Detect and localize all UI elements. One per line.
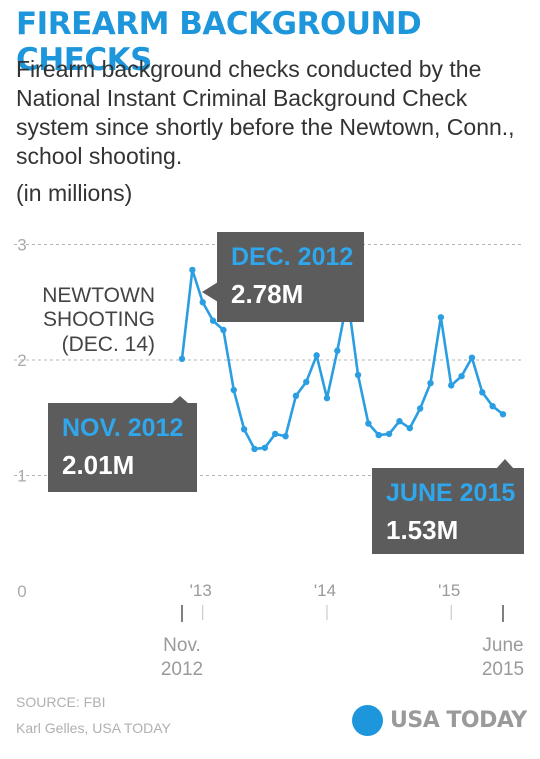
- data-point: [489, 403, 496, 410]
- logo-text: USA TODAY: [390, 708, 527, 733]
- y-tick-label: 3: [17, 236, 26, 255]
- line-chart: 0 1 2 3 '13 '14 '15 Nov. 2012 June 2015 NEWTOWNSHOO…: [14, 232, 524, 680]
- chart-subtitle: Firearm background checks conducted by t…: [16, 56, 515, 169]
- data-point: [416, 405, 424, 412]
- data-point: [334, 347, 341, 354]
- nov-2012-callout-pointer: [171, 396, 189, 404]
- logo-dot-icon: [352, 705, 383, 736]
- annotation-label: SHOOTING: [43, 308, 155, 331]
- june-2015-callout-label: JUNE 2015: [386, 479, 515, 507]
- data-point: [458, 372, 465, 380]
- y-tick-label: 2: [17, 351, 26, 370]
- nov-2012-callout-value: 2.01M: [62, 450, 134, 480]
- dec-2012-callout-box: [217, 232, 364, 322]
- june-2015-callout-value: 1.53M: [386, 515, 458, 545]
- y-tick-label: 0: [17, 582, 26, 601]
- data-point: [230, 386, 237, 394]
- y-tick-label: 1: [17, 467, 26, 486]
- x-range-month: June: [482, 635, 523, 656]
- data-point: [479, 389, 486, 396]
- data-point: [178, 355, 186, 363]
- data-point: [209, 317, 217, 324]
- source-note: SOURCE: FBI: [16, 694, 106, 710]
- units-label: (in millions): [16, 180, 133, 206]
- data-point: [240, 426, 248, 433]
- data-point: [375, 431, 382, 439]
- dec-2012-callout-pointer: [202, 282, 218, 302]
- data-point: [437, 314, 445, 321]
- data-point: [282, 433, 289, 440]
- nov-2012-callout-label: NOV. 2012: [62, 414, 183, 442]
- x-tick-label: '13: [190, 581, 212, 600]
- data-point: [365, 420, 372, 427]
- credit-note: Karl Gelles, USA TODAY: [16, 720, 171, 736]
- x-range-year: 2015: [482, 659, 524, 680]
- data-point: [323, 394, 331, 402]
- data-point: [313, 352, 320, 359]
- data-point: [406, 424, 414, 432]
- data-point: [261, 444, 269, 451]
- x-tick-label: '15: [438, 581, 460, 600]
- data-point: [396, 418, 403, 425]
- data-point: [427, 379, 434, 387]
- data-point: [199, 299, 206, 306]
- data-point: [251, 445, 258, 453]
- annotation-label: NEWTOWN: [42, 284, 155, 307]
- x-tick-label: '14: [314, 581, 336, 600]
- data-point: [271, 430, 279, 438]
- data-point: [303, 378, 310, 386]
- dec-2012-callout-label: DEC. 2012: [231, 243, 353, 271]
- data-point: [220, 326, 227, 334]
- x-range-month: Nov.: [163, 635, 201, 656]
- data-point: [189, 266, 196, 274]
- series-line: [180, 268, 504, 451]
- annotation-label: (DEC. 14): [62, 333, 155, 356]
- chart-title: FIREARM BACKGROUND CHECKS: [16, 6, 422, 78]
- x-range-year: 2012: [161, 659, 203, 680]
- data-point: [468, 354, 476, 361]
- data-point: [354, 371, 362, 379]
- usa-today-logo: USA TODAY: [352, 705, 527, 736]
- june-2015-callout-pointer: [496, 459, 514, 469]
- nov-2012-callout-box: [48, 403, 197, 492]
- data-point: [385, 430, 393, 438]
- data-point: [292, 392, 300, 400]
- dec-2012-callout-value: 2.78M: [231, 279, 303, 309]
- data-point: [499, 411, 507, 418]
- data-point: [448, 382, 455, 389]
- june-2015-callout-box: [372, 468, 524, 554]
